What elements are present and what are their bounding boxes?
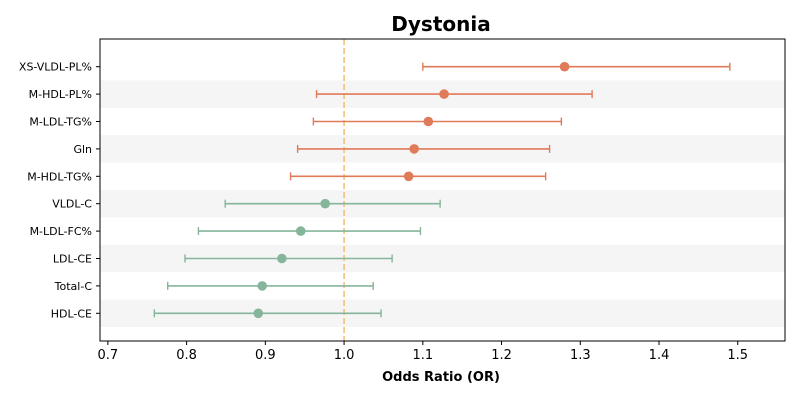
or-point [277,253,287,264]
y-tick-label: M-LDL-FC% [30,225,92,238]
row-band [100,190,785,218]
or-point [295,226,306,236]
or-point [423,116,434,127]
x-axis-label: Odds Ratio (OR) [382,370,500,385]
x-tick-label: 0.9 [255,348,276,363]
x-tick-label: 1.2 [491,348,512,363]
y-tick-label: Total-C [54,280,93,293]
x-tick-label: 0.8 [176,348,197,363]
x-tick-label: 1.5 [727,348,748,363]
odds-ratio-points [253,61,570,319]
y-tick-label: VLDL-C [52,198,92,211]
row-bands [100,80,785,327]
x-axis-ticks: 0.7 0.8 0.9 1.0 1.1 1.2 1.3 1.4 1.5 [98,341,748,363]
x-tick-label: 1.4 [649,348,670,363]
y-tick-label: M-HDL-PL% [29,88,92,101]
or-point [439,89,449,99]
x-tick-label: 1.3 [570,348,591,363]
y-tick-label: M-LDL-TG% [29,116,92,129]
or-point [403,171,414,182]
x-tick-label: 0.7 [98,348,119,363]
or-point [409,144,419,154]
or-point [320,198,330,209]
y-tick-label: Gln [73,143,92,156]
y-tick-label: HDL-CE [51,307,92,320]
or-point [257,281,267,291]
plot-frame [99,38,786,342]
y-axis-ticks: XS-VLDL-PL% M-HDL-PL% M-LDL-TG% Gln M-HDL-TG… [19,61,100,320]
y-tick-label: M-HDL-TG% [27,170,92,183]
y-tick-label: XS-VLDL-PL% [19,61,92,74]
x-tick-label: 1.0 [334,348,355,363]
or-point [253,308,264,319]
confidence-intervals [153,62,731,318]
chart-title: Dystonia [391,12,490,36]
x-tick-label: 1.1 [412,348,433,363]
y-tick-label: LDL-CE [53,253,92,266]
or-point [559,61,570,72]
